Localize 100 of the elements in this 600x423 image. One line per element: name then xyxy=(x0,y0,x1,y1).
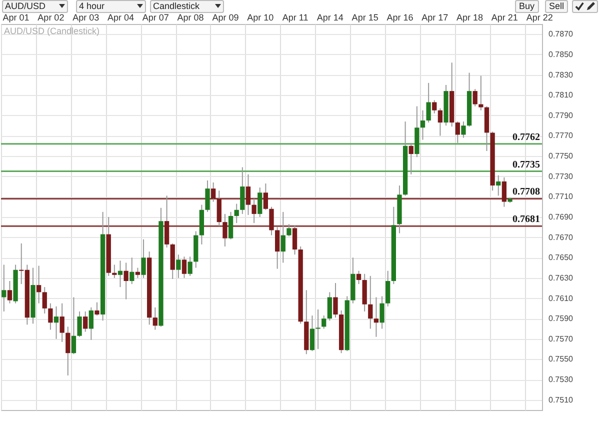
text: Buy xyxy=(515,0,539,13)
candlestick xyxy=(432,100,437,114)
candlestick xyxy=(88,306,94,340)
x-tick-label: Apr 10 xyxy=(247,12,274,22)
ref-line-label: 0.7735 xyxy=(512,159,540,170)
candlestick xyxy=(322,315,326,330)
candlestick xyxy=(246,174,251,216)
candlestick xyxy=(164,195,170,248)
x-tick-label: Apr 21 xyxy=(491,12,518,22)
candlestick xyxy=(60,302,64,342)
candlestick xyxy=(152,306,158,330)
y-tick-label: 0.7610 xyxy=(548,294,574,303)
candlestick xyxy=(426,82,431,124)
candlestick xyxy=(94,302,100,316)
y-tick-label: 0.7830 xyxy=(548,70,574,80)
x-tick-label: Apr 22 xyxy=(526,12,553,22)
y-tick-label: 0.7650 xyxy=(548,253,574,262)
candlestick xyxy=(461,121,466,138)
candlestick xyxy=(66,326,70,376)
candlestick xyxy=(216,190,222,227)
y-tick-label: 0.7710 xyxy=(548,192,574,202)
candlestick xyxy=(77,310,82,338)
x-tick-label: Apr 08 xyxy=(177,12,204,22)
x-tick-label: Apr 16 xyxy=(386,12,414,22)
candlestick xyxy=(71,296,76,355)
candlestick xyxy=(83,310,88,332)
candlestick xyxy=(502,176,507,208)
text: 4 hour xyxy=(78,1,105,11)
ref-line-label: 0.7681 xyxy=(512,214,540,226)
y-tick-label: 0.7770 xyxy=(548,131,574,140)
y-tick-label: 0.7590 xyxy=(548,314,574,324)
text: Sell xyxy=(545,0,568,13)
y-tick-label: 0.7510 xyxy=(548,395,574,404)
candlestick xyxy=(36,265,42,304)
candlestick xyxy=(455,121,460,144)
candlestick xyxy=(48,302,53,330)
x-tick-label: Apr 15 xyxy=(352,12,378,22)
candlestick xyxy=(420,110,426,140)
candlestick xyxy=(368,275,373,330)
y-tick-label: 0.7730 xyxy=(548,172,574,181)
candlestick xyxy=(135,267,140,278)
candlestick xyxy=(258,187,262,218)
candlestick xyxy=(438,108,443,136)
text: AUD/USD xyxy=(4,1,46,11)
y-tick-label: 0.7550 xyxy=(548,354,574,364)
chart-title: AUD/USD (Candlestick) xyxy=(4,26,100,36)
x-tick-label: Apr 02 xyxy=(38,12,64,22)
candlestick xyxy=(496,174,501,196)
candlestick xyxy=(176,254,181,278)
x-tick-label: Apr 09 xyxy=(212,12,239,22)
x-tick-label: Apr 07 xyxy=(142,12,169,22)
candlestick xyxy=(211,182,216,202)
x-tick-label: Apr 17 xyxy=(422,12,448,22)
candlestick xyxy=(205,180,210,212)
candlestick xyxy=(130,257,134,285)
y-tick-label: 0.7690 xyxy=(548,212,574,222)
candlestick xyxy=(374,296,379,338)
candlestick xyxy=(478,75,484,111)
candlestick xyxy=(380,296,384,330)
ref-line-label: 0.7762 xyxy=(512,132,540,143)
y-tick-label: 0.7870 xyxy=(548,30,574,39)
ref-line-label: 0.7708 xyxy=(512,186,540,198)
x-tick-label: Apr 11 xyxy=(282,12,308,22)
y-tick-label: 0.7750 xyxy=(548,152,574,161)
candlestick xyxy=(182,256,187,278)
candlestick xyxy=(333,282,338,318)
candlestick xyxy=(292,224,298,256)
candlestick xyxy=(112,264,117,278)
candlestick xyxy=(7,280,12,304)
candlestick xyxy=(222,213,228,247)
candlestick xyxy=(2,264,6,312)
candlestick xyxy=(252,198,256,224)
candlestick xyxy=(356,270,362,285)
candlestick xyxy=(42,286,47,314)
y-tick-label: 0.7570 xyxy=(548,334,574,344)
candlestick xyxy=(240,166,245,214)
y-tick-label: 0.7530 xyxy=(548,375,574,384)
candlestick xyxy=(188,256,192,276)
candlestick xyxy=(274,226,280,270)
x-tick-label: Apr 04 xyxy=(107,12,134,22)
x-tick-label: Apr 03 xyxy=(72,12,100,22)
x-tick-label: Apr 14 xyxy=(316,12,344,22)
y-tick-label: 0.7790 xyxy=(548,110,574,120)
candlestick xyxy=(327,292,332,322)
x-tick-label: Apr 18 xyxy=(456,12,484,22)
candlestick xyxy=(316,308,320,350)
candlestick xyxy=(386,270,390,307)
y-tick-label: 0.7630 xyxy=(548,273,574,282)
y-tick-label: 0.7810 xyxy=(548,90,574,100)
candlestick xyxy=(263,182,268,210)
candlestick xyxy=(280,211,286,264)
candlestick xyxy=(228,211,234,240)
candlestick xyxy=(269,206,274,236)
candlestick xyxy=(118,260,123,288)
candlestick xyxy=(124,262,128,300)
candlestick xyxy=(408,142,414,175)
text: Candlestick xyxy=(152,1,200,11)
candlestick xyxy=(54,306,59,340)
candlestick xyxy=(472,88,478,107)
x-tick-label: Apr 01 xyxy=(2,12,30,22)
